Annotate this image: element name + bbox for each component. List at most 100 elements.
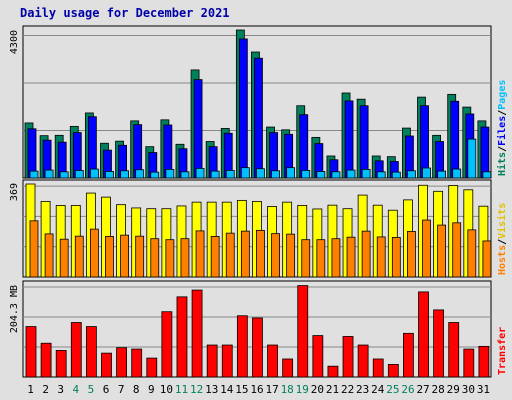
transfer-bar — [297, 285, 309, 378]
hosts-bar — [316, 239, 326, 278]
day-label: 13 — [205, 383, 218, 396]
ylabel-hosts: Hosts — [497, 245, 508, 275]
files-bar — [193, 79, 203, 179]
hosts-bar — [301, 239, 311, 278]
ylabel-separator: / — [497, 110, 508, 116]
pages-bar — [437, 170, 447, 179]
ylabel-visits: Visits — [496, 203, 508, 239]
day-label: 5 — [88, 383, 95, 396]
day-label: 9 — [148, 383, 155, 396]
transfer-bar — [342, 336, 354, 378]
pages-bar — [376, 171, 386, 179]
transfer-bar — [161, 311, 173, 378]
day-label: 6 — [103, 383, 110, 396]
pages-bar — [331, 171, 341, 179]
transfer-bar — [236, 315, 248, 378]
transfer-bar — [463, 348, 475, 378]
hosts-bar — [437, 224, 447, 278]
hosts-bar — [89, 228, 99, 278]
hosts-bar — [225, 232, 235, 278]
transfer-bar — [478, 345, 490, 378]
pages-bar — [482, 171, 492, 179]
ymax-label-1: 4300 — [9, 30, 20, 54]
transfer-bar — [312, 335, 324, 378]
transfer-bar — [101, 352, 112, 378]
pages-bar — [301, 170, 311, 179]
pages-bar — [195, 167, 205, 179]
pages-bar — [180, 171, 190, 179]
hosts-bar — [74, 235, 84, 278]
transfer-bar — [357, 344, 369, 378]
chart-title: Daily usage for December 2021 — [20, 6, 230, 20]
day-label: 26 — [401, 383, 414, 396]
hosts-bar — [422, 219, 431, 278]
files-bar — [359, 105, 369, 179]
ylabel-2: Hosts/Visits — [496, 203, 508, 275]
transfer-bar — [70, 322, 82, 378]
pages-bar — [286, 167, 296, 179]
hosts-bar — [361, 230, 371, 278]
day-label: 20 — [311, 383, 324, 396]
pages-bar — [150, 171, 160, 179]
transfer-bar — [448, 322, 460, 378]
files-bar — [480, 126, 490, 179]
files-bar — [344, 100, 354, 179]
pages-bar — [256, 168, 265, 179]
hosts-bar — [482, 240, 492, 278]
ylabel-1: Hits/Files/Pages — [496, 80, 508, 176]
transfer-bar — [433, 309, 445, 378]
pages-bar — [407, 170, 416, 179]
day-label: 30 — [462, 383, 475, 396]
transfer-bar — [191, 289, 203, 378]
day-label: 12 — [190, 383, 203, 396]
hosts-bar — [29, 220, 39, 278]
ymax-label-3: 204.3 MB — [9, 285, 20, 333]
transfer-bar — [327, 365, 339, 378]
pages-bar — [135, 169, 145, 179]
pages-bar — [467, 138, 477, 179]
pages-bar — [120, 170, 129, 179]
pages-bar — [240, 167, 250, 179]
hosts-bar — [210, 236, 220, 278]
hosts-bar — [452, 222, 462, 278]
hosts-bar — [135, 235, 145, 278]
hosts-bar — [346, 236, 356, 278]
day-label: 8 — [133, 383, 140, 396]
day-label: 22 — [341, 383, 354, 396]
hosts-bar — [376, 236, 386, 278]
day-label: 28 — [432, 383, 445, 396]
day-label: 21 — [326, 383, 339, 396]
hosts-bar — [195, 230, 205, 278]
pages-bar — [89, 168, 99, 179]
pages-bar — [346, 169, 356, 179]
transfer-bar — [206, 344, 218, 378]
hosts-bar — [44, 233, 54, 278]
pages-bar — [29, 170, 39, 179]
ylabel-separator: / — [497, 146, 508, 152]
files-bar — [238, 38, 248, 179]
pages-bar — [452, 168, 462, 179]
files-bar — [27, 128, 37, 179]
hosts-bar — [165, 239, 175, 278]
hosts-bar — [150, 238, 160, 278]
pages-bar — [361, 168, 371, 179]
hosts-bar — [120, 234, 129, 278]
pages-bar — [165, 168, 175, 179]
ylabel-transfer: Transfer — [497, 327, 508, 375]
hosts-bar — [59, 238, 69, 278]
ylabel-hits: Hits — [496, 152, 508, 176]
transfer-bar — [403, 332, 414, 378]
pages-bar — [105, 171, 114, 179]
transfer-bar — [282, 358, 294, 378]
day-label: 19 — [296, 383, 309, 396]
day-label: 3 — [57, 383, 64, 396]
files-bar — [420, 105, 429, 179]
transfer-bar — [372, 358, 384, 378]
day-label: 15 — [235, 383, 248, 396]
day-label: 2 — [42, 383, 49, 396]
hosts-bar — [407, 230, 416, 278]
day-label: 23 — [356, 383, 369, 396]
transfer-bar — [252, 317, 263, 378]
transfer-bar — [116, 347, 127, 378]
